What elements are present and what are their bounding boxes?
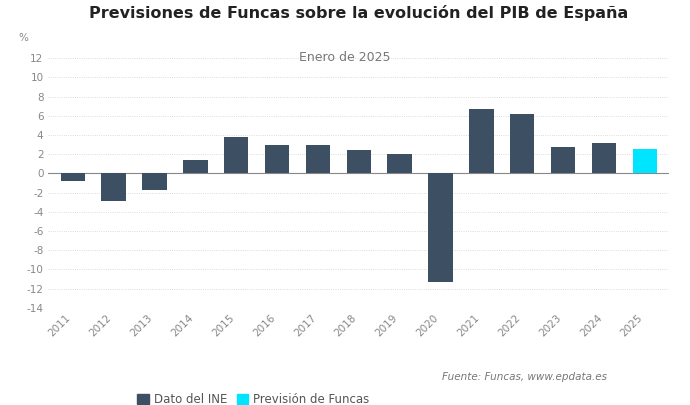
Bar (346, 150, 371, 173)
Bar (428, 173, 453, 282)
Bar (183, 160, 208, 173)
Bar (265, 145, 289, 173)
Bar (551, 147, 575, 173)
Bar (387, 154, 412, 173)
Text: Fuente: Funcas, www.epdata.es: Fuente: Funcas, www.epdata.es (442, 373, 607, 382)
Bar (633, 149, 657, 173)
Bar (306, 145, 331, 173)
Bar (142, 173, 167, 190)
Bar (591, 143, 616, 173)
Legend: Dato del INE, Previsión de Funcas: Dato del INE, Previsión de Funcas (132, 388, 374, 405)
Bar (469, 109, 493, 173)
Bar (101, 173, 126, 201)
Text: Enero de 2025: Enero de 2025 (299, 51, 391, 64)
Bar (224, 137, 248, 173)
Title: Previsiones de Funcas sobre la evolución del PIB de España: Previsiones de Funcas sobre la evolución… (89, 5, 629, 21)
Bar (61, 173, 85, 181)
Bar (510, 114, 535, 173)
Y-axis label: %: % (19, 34, 28, 43)
